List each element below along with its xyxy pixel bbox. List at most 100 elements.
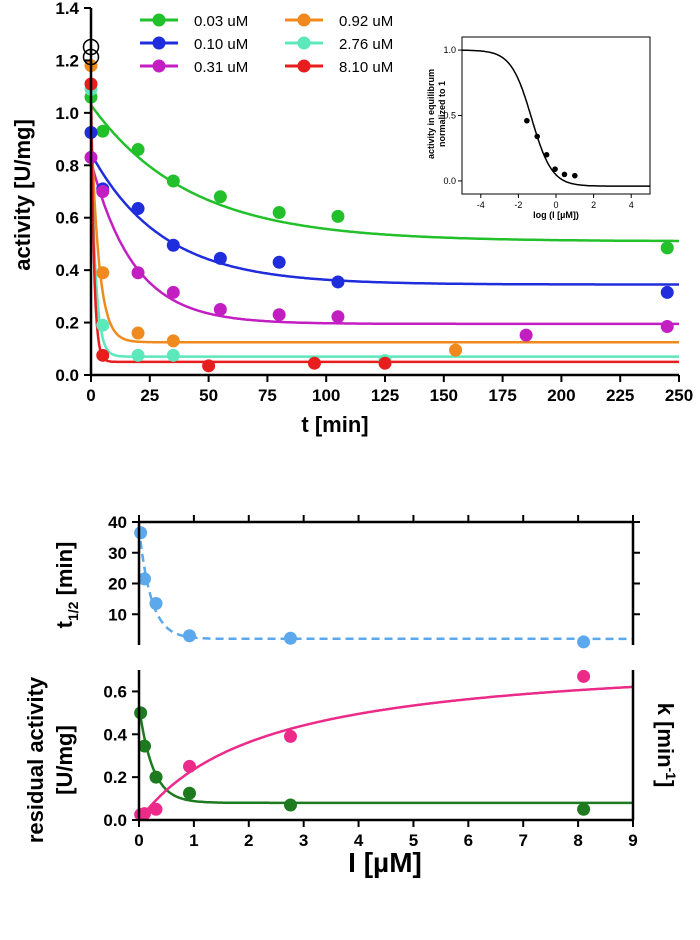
k-data-point: [149, 802, 163, 816]
inset-y-axis-title-line1: activity in equilibrum: [426, 69, 436, 159]
legend: 0.03 uM 0.10 uM 0.31 uM 0.92 uM 2.76 uM: [140, 13, 393, 76]
legend-label: 8.10 uM: [339, 59, 393, 76]
residual-data-point: [577, 802, 591, 816]
data-point: [660, 285, 674, 299]
bottom-plot-marks: [134, 669, 633, 822]
y-tick-label: 1.2: [55, 51, 79, 70]
t-half-data-point: [137, 572, 151, 586]
inset-x-tick-label: 4: [629, 200, 634, 210]
y-tick-label: 1.0: [55, 104, 79, 123]
k-data-point: [137, 807, 151, 821]
legend-label: 0.10 uM: [194, 36, 248, 53]
legend-entry: 0.31 uM: [140, 59, 248, 76]
inset-data-point: [534, 133, 540, 140]
x-tick-label: 7: [518, 831, 527, 850]
data-point: [378, 356, 392, 370]
residual-data-point: [137, 739, 151, 753]
data-point: [202, 359, 216, 373]
data-point: [660, 241, 674, 255]
data-point: [96, 318, 110, 332]
inset-y-tick-label: 0.5: [443, 111, 456, 121]
open-marker: [82, 48, 100, 66]
residual-fit-curve: [137, 706, 633, 805]
middle-y-axis-title: t1/2 [min]: [52, 542, 81, 629]
inset-plot-marks: [462, 49, 650, 187]
legend-entry: 0.03 uM: [140, 13, 248, 30]
k-data-point: [283, 729, 297, 743]
y-tick-label: 1.4: [55, 0, 79, 18]
legend-entry: 0.10 uM: [140, 36, 248, 53]
data-point: [213, 251, 227, 265]
top-y-axis-title: activity [U/mg]: [10, 119, 35, 271]
inset-x-tick-label: -2: [514, 200, 522, 210]
bottom-x-axis-title: I [µM]: [348, 847, 422, 878]
data-point: [449, 343, 463, 357]
inset-data-point: [572, 172, 578, 179]
top-x-axis-title: t [min]: [301, 412, 368, 437]
x-tick-label: 1: [189, 831, 198, 850]
inset-data-point: [561, 171, 568, 178]
x-tick-label: 150: [430, 386, 458, 405]
data-point: [272, 255, 286, 269]
x-tick-label: 225: [606, 386, 634, 405]
y-tick-label: 30: [108, 544, 127, 563]
residual-data-point: [134, 706, 148, 720]
data-point: [519, 328, 533, 342]
data-point: [131, 266, 145, 280]
data-point: [131, 143, 145, 157]
data-point: [331, 275, 345, 289]
x-tick-label: 0: [86, 386, 95, 405]
bottom-y-axis-title-line2: [U/mg]: [52, 725, 77, 795]
x-tick-label: 4: [354, 831, 364, 850]
data-point: [331, 310, 345, 324]
top-ticks: 0 25 50 75 100 125 150 175 200 225 250 0.0 0.2 0.4 0.6…: [55, 0, 693, 405]
legend-label: 0.03 uM: [194, 13, 248, 30]
x-tick-label: 6: [464, 831, 473, 850]
inset-x-tick-label: -4: [477, 200, 485, 210]
x-tick-label: 200: [547, 386, 575, 405]
data-point: [660, 320, 674, 334]
legend-label: 2.76 uM: [339, 36, 393, 53]
x-tick-label: 5: [409, 831, 418, 850]
data-point: [96, 266, 110, 280]
x-tick-label: 125: [371, 386, 399, 405]
inset-y-axis-title-line2: normalized to 1: [437, 81, 447, 147]
middle-ticks: 10 20 30 40: [108, 513, 640, 624]
x-tick-label: 8: [573, 831, 582, 850]
inset-data-point: [552, 166, 558, 172]
x-tick-label: 25: [140, 386, 159, 405]
inset-y-tick-label: 0.0: [443, 176, 456, 186]
y-tick-label: 0.0: [103, 811, 127, 830]
fit-curve: [89, 152, 679, 286]
t-half-data-point: [577, 635, 591, 649]
y-tick-label: 20: [108, 575, 127, 594]
t-half-data-point: [182, 629, 196, 643]
data-point: [272, 205, 286, 219]
middle-panel: 10 20 30 40 t1/2 [min]: [52, 513, 640, 649]
fit-curve: [89, 119, 679, 344]
residual-data-point: [182, 786, 196, 800]
inset-chart: -4 -2 0 2 4 0.0 0.5 1.0 log (I [µM]) activity i…: [426, 36, 651, 220]
y-tick-label: 0.6: [55, 209, 79, 228]
inset-data-point: [524, 117, 530, 124]
data-point: [166, 238, 180, 252]
t-half-data-point: [283, 631, 297, 645]
open-marker: [82, 38, 100, 56]
x-tick-label: 250: [665, 386, 693, 405]
data-point: [96, 348, 110, 362]
y-tick-label: 0.6: [103, 682, 127, 701]
x-tick-label: 175: [488, 386, 516, 405]
x-tick-label: 3: [299, 831, 308, 850]
y-tick-label: 40: [108, 513, 127, 532]
inset-x-axis-title: log (I [µM]): [533, 210, 579, 220]
top-panel: 0 25 50 75 100 125 150 175 200 225 250 0.0 0.2 0.4 0.6…: [10, 0, 693, 437]
residual-data-point: [149, 770, 163, 784]
y-tick-label: 0.4: [55, 261, 79, 280]
legend-label: 0.31 uM: [194, 59, 248, 76]
y-tick-label: 0.4: [103, 725, 127, 744]
legend-entry: 2.76 uM: [285, 36, 393, 53]
middle-plot-marks: [134, 526, 633, 649]
legend-label: 0.92 uM: [339, 13, 393, 30]
inset-y-tick-label: 1.0: [443, 45, 456, 55]
